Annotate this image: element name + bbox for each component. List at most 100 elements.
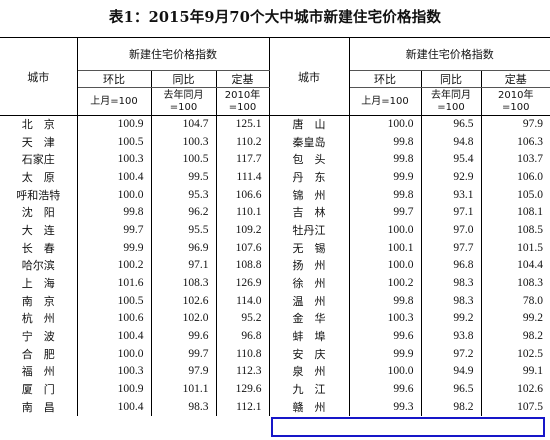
yoy-cell-left: 96.2 (151, 204, 217, 222)
mom-cell-left: 100.4 (77, 168, 152, 187)
table-body: 北 京 100.9 104.7 125.1 唐 山 100.0 96.5 97.9 天 津 100… (0, 115, 550, 417)
mom-cell-left: 100.3 (77, 151, 152, 169)
city-cell-left: 杭 州 (0, 310, 78, 328)
base-cell-left: 95.2 (216, 310, 270, 328)
highlight-box (271, 417, 545, 437)
city-cell-left: 石家庄 (0, 151, 78, 169)
mom-cell-left: 99.8 (77, 204, 152, 222)
yoy-cell-right: 98.2 (421, 398, 482, 417)
base-header-left: 定基 (216, 70, 270, 88)
base-cell-right: 104.4 (517, 259, 544, 272)
city-cell-right: 徐 州 (269, 274, 350, 293)
yoy-header-right: 同比 (421, 70, 482, 88)
mom-header-left: 环比 (77, 70, 152, 88)
city-cell-right: 安 庆 (269, 345, 350, 364)
yoy-cell-left: 102.6 (151, 292, 217, 311)
table-row: 长 春 99.9 96.9 107.6 无 锡 100.1 97.7 101.5 (0, 239, 550, 258)
mom-cell-right: 99.8 (349, 186, 422, 205)
yoy-cell-right: 98.3 (421, 274, 482, 293)
yoy-cell-left: 95.5 (151, 221, 217, 240)
base-cell-left: 109.2 (216, 221, 270, 240)
city-cell-left: 天 津 (0, 133, 78, 152)
table-row: 南 京 100.5 102.6 114.0 温 州 99.8 98.3 78.0 (0, 292, 550, 311)
base-cell-right: 98.2 (522, 329, 544, 342)
yoy-cell-left: 104.7 (151, 115, 217, 134)
mom-sub-left: 上月=100 (77, 87, 152, 116)
table-row: 哈尔滨 100.2 97.1 108.8 扬 州 100.0 96.8 104.4 (0, 257, 550, 275)
index-group-header-left: 新建住宅价格指数 (77, 37, 270, 71)
city-cell-left: 哈尔滨 (0, 257, 78, 275)
mom-cell-right: 99.3 (349, 398, 422, 417)
mom-cell-left: 100.4 (77, 398, 152, 417)
city-cell-right: 锦 州 (269, 186, 350, 205)
base-cell-right: 106.0 (517, 170, 544, 183)
city-cell-right: 蚌 埠 (269, 327, 350, 346)
base-cell-right: 101.5 (517, 241, 544, 254)
base-cell-left: 117.7 (216, 151, 270, 169)
mom-cell-left: 100.0 (77, 186, 152, 205)
base-cell-right: 105.0 (517, 188, 544, 201)
city-cell-right: 温 州 (269, 292, 350, 311)
yoy-cell-right: 95.4 (421, 151, 482, 169)
base-cell-left: 108.8 (216, 257, 270, 275)
yoy-cell-right: 98.3 (421, 292, 482, 311)
city-cell-left: 沈 阳 (0, 204, 78, 222)
mom-cell-right: 99.9 (349, 168, 422, 187)
table-row: 福 州 100.3 97.9 112.3 泉 州 100.0 94.9 99.1 (0, 363, 550, 381)
city-cell-left: 宁 波 (0, 327, 78, 346)
base-cell-right: 99.1 (522, 365, 544, 378)
yoy-cell-left: 108.3 (151, 274, 217, 293)
base-sub-left: 2010年 =100 (216, 87, 270, 116)
mom-cell-left: 100.2 (77, 257, 152, 275)
base-cell-right: 102.5 (517, 347, 544, 360)
table-row: 南 昌 100.4 98.3 112.1 赣 州 99.3 98.2 107.5 (0, 398, 550, 417)
mom-cell-right: 100.1 (349, 239, 422, 258)
yoy-cell-left: 99.5 (151, 168, 217, 187)
city-cell-right: 丹 东 (269, 168, 350, 187)
mom-cell-left: 100.3 (77, 363, 152, 381)
city-cell-right: 包 头 (269, 151, 350, 169)
city-cell-left: 大 连 (0, 221, 78, 240)
table-row: 杭 州 100.6 102.0 95.2 金 华 100.3 99.2 99.2 (0, 310, 550, 328)
base-cell-left: 110.2 (216, 133, 270, 152)
mom-cell-left: 99.7 (77, 221, 152, 240)
city-cell-left: 上 海 (0, 274, 78, 293)
city-cell-right: 无 锡 (269, 239, 350, 258)
city-cell-left: 南 昌 (0, 398, 78, 417)
base-cell-right: 97.9 (522, 118, 544, 130)
base-cell-right: 108.3 (517, 276, 544, 289)
yoy-cell-right: 92.9 (421, 168, 482, 187)
mom-sub-right: 上月=100 (349, 87, 422, 116)
city-cell-right: 吉 林 (269, 204, 350, 222)
base-cell-left: 112.1 (216, 398, 270, 417)
yoy-cell-right: 99.2 (421, 310, 482, 328)
city-header-left: 城市 (0, 37, 78, 116)
city-cell-left: 南 京 (0, 292, 78, 311)
base-cell-left: 114.0 (216, 292, 270, 311)
mom-cell-left: 100.4 (77, 327, 152, 346)
base-cell-right: 106.3 (517, 135, 544, 148)
base-cell-left: 129.6 (216, 380, 270, 399)
city-cell-right: 牡丹江 (269, 221, 350, 240)
yoy-cell-left: 99.7 (151, 345, 217, 364)
base-cell-right: 108.5 (517, 223, 544, 236)
city-cell-left: 太 原 (0, 168, 78, 187)
base-cell-right: 78.0 (522, 294, 544, 307)
table-row: 宁 波 100.4 99.6 96.8 蚌 埠 99.6 93.8 98.2 (0, 327, 550, 346)
table-row: 大 连 99.7 95.5 109.2 牡丹江 100.0 97.0 108.5 (0, 221, 550, 240)
table-title: 表1：2015年9月70个大中城市新建住宅价格指数 (108, 9, 442, 26)
city-cell-right: 赣 州 (269, 398, 350, 417)
city-cell-right: 唐 山 (269, 115, 350, 134)
table-row: 沈 阳 99.8 96.2 110.1 吉 林 99.7 97.1 108.1 (0, 204, 550, 222)
table-row: 呼和浩特 100.0 95.3 106.6 锦 州 99.8 93.1 105.0 (0, 186, 550, 205)
base-cell-left: 96.8 (216, 327, 270, 346)
yoy-cell-right: 96.5 (421, 115, 482, 134)
city-cell-left: 福 州 (0, 363, 78, 381)
mom-cell-right: 100.0 (349, 363, 422, 381)
yoy-cell-right: 97.2 (421, 345, 482, 364)
base-cell-left: 126.9 (216, 274, 270, 293)
mom-cell-right: 99.8 (349, 133, 422, 152)
table-row: 上 海 101.6 108.3 126.9 徐 州 100.2 98.3 108.3 (0, 274, 550, 293)
base-cell-left: 111.4 (216, 168, 270, 187)
mom-cell-left: 101.6 (77, 274, 152, 293)
